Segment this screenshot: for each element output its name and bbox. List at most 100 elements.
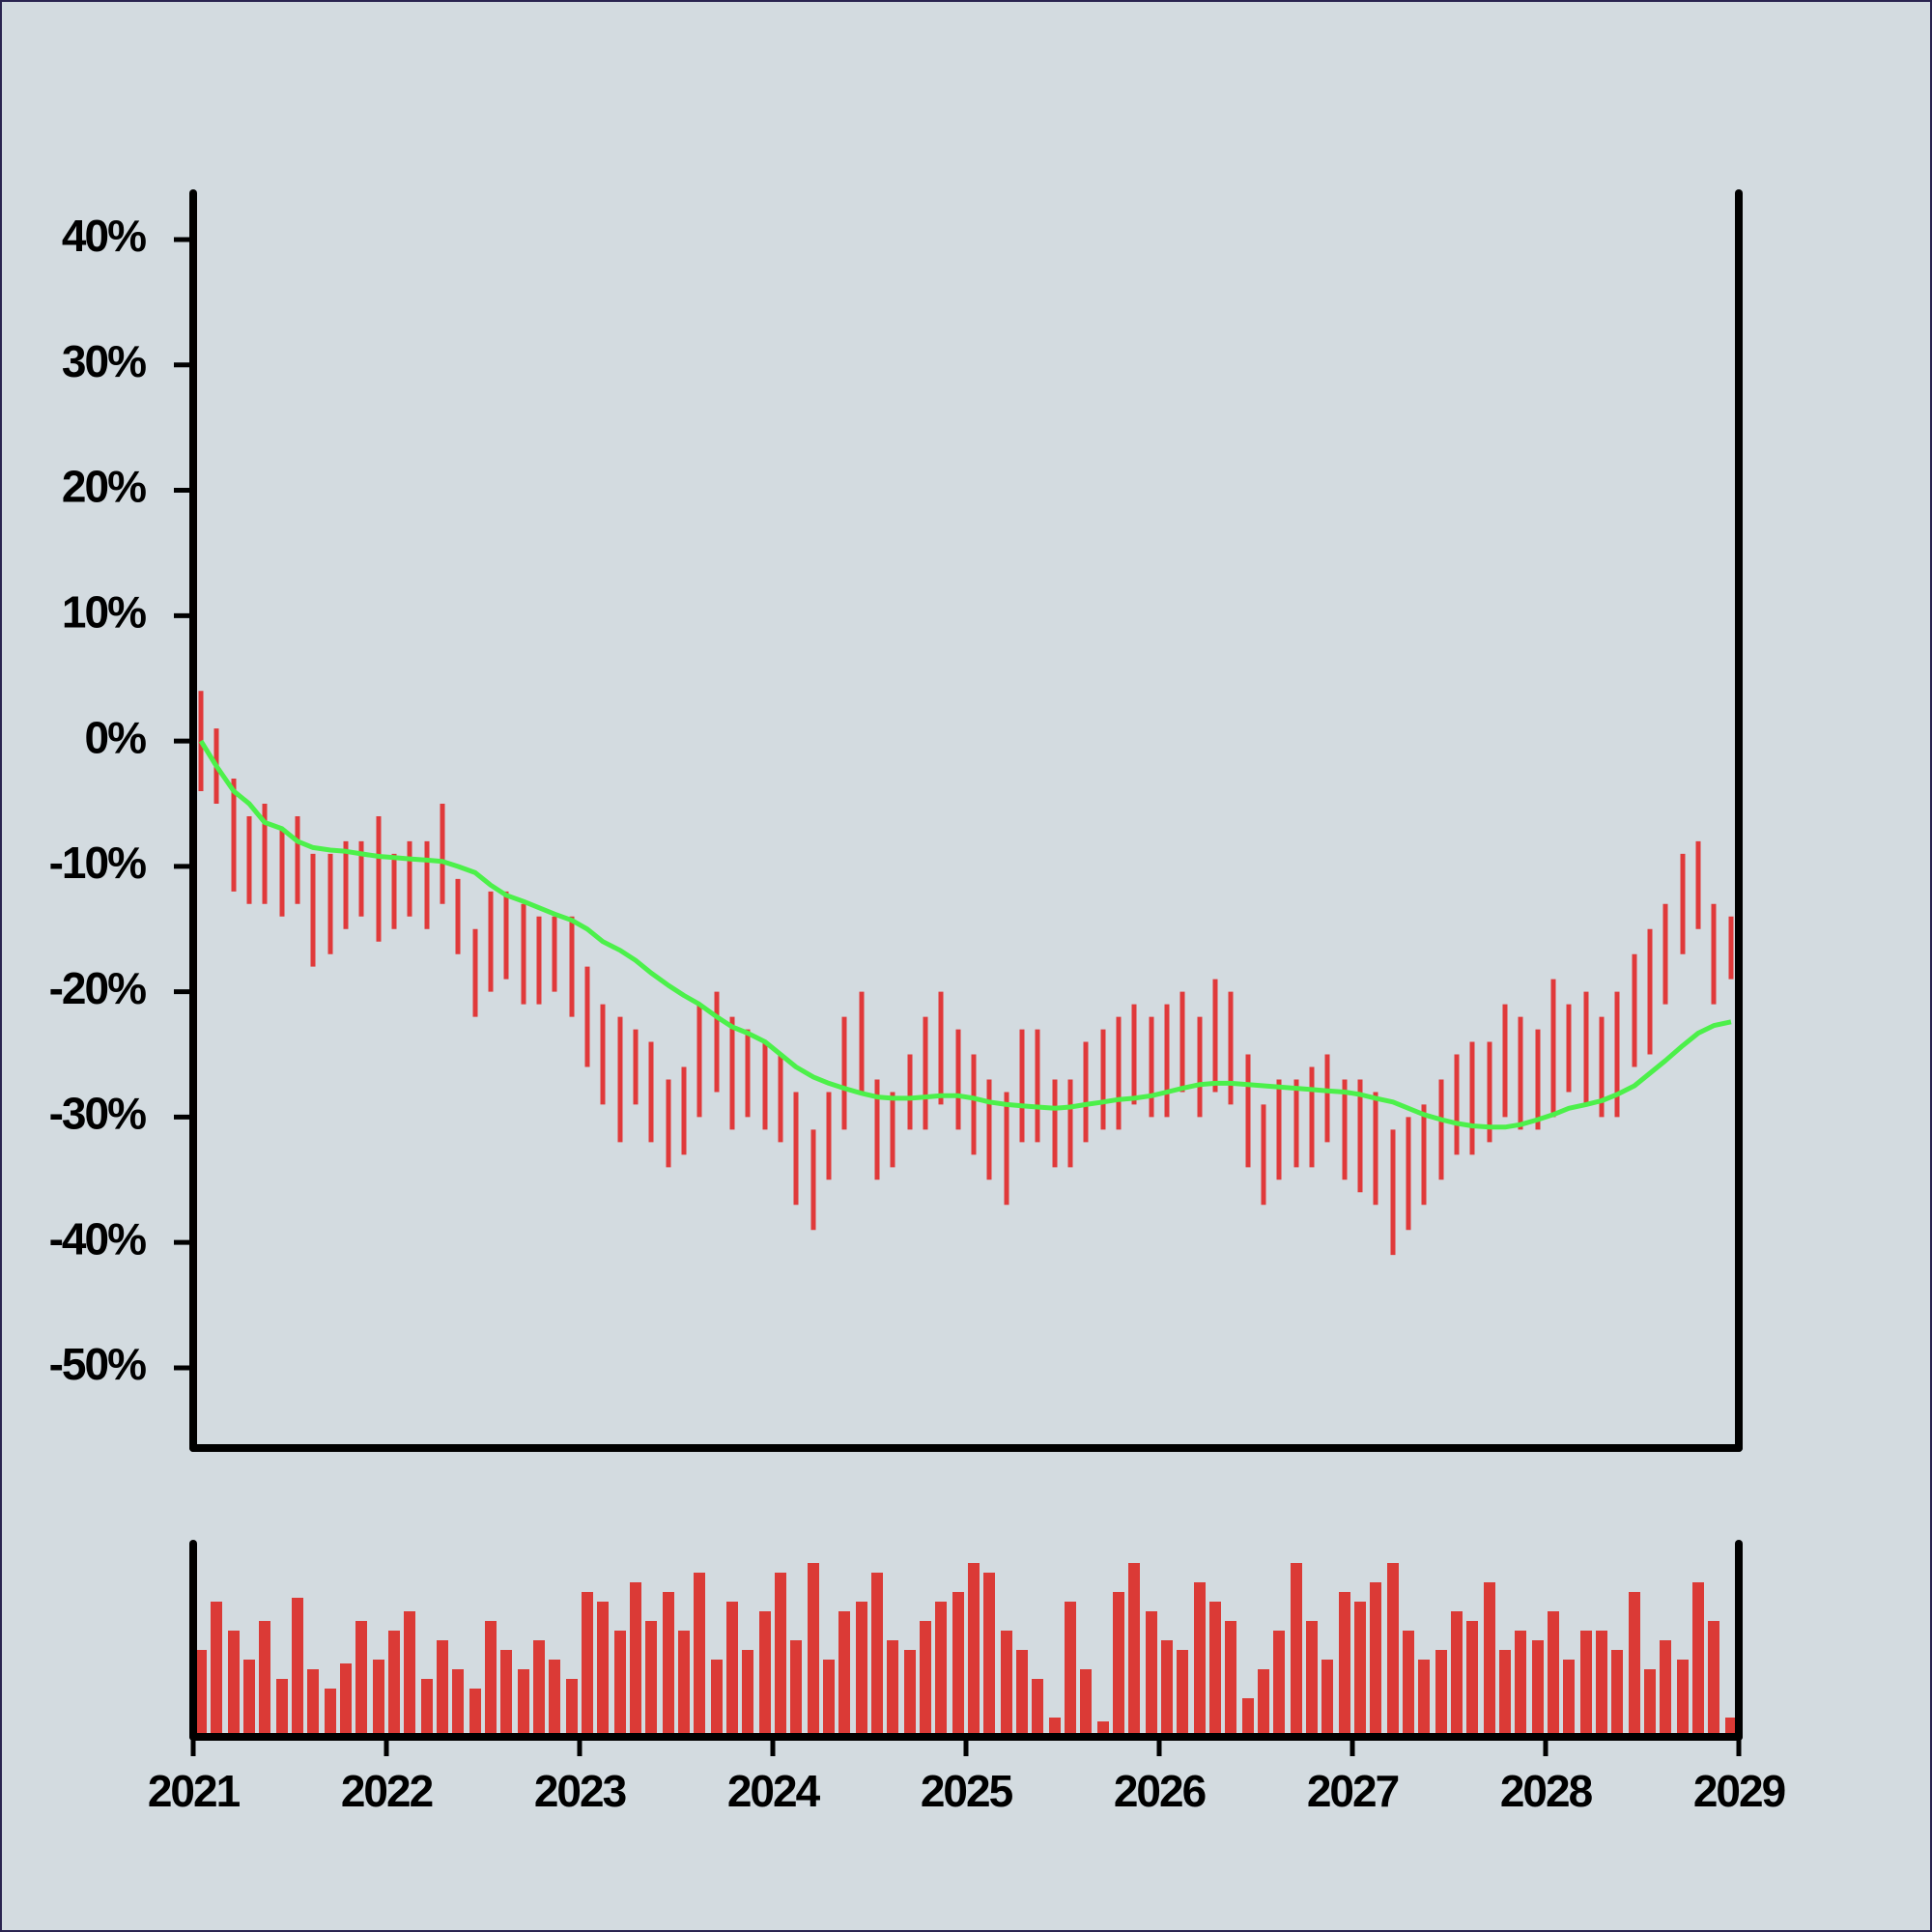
volume-bar — [1515, 1631, 1526, 1737]
volume-bar — [887, 1640, 898, 1737]
volume-bar — [1484, 1582, 1495, 1737]
y-tick-label: 30% — [62, 336, 146, 386]
volume-bar — [1177, 1650, 1188, 1737]
volume-bar — [742, 1650, 753, 1737]
volume-bar — [871, 1573, 883, 1737]
volume-bar — [823, 1660, 835, 1737]
volume-bar — [1049, 1718, 1061, 1737]
x-tick-label: 2022 — [341, 1766, 433, 1816]
y-tick-label: -10% — [49, 838, 146, 888]
y-tick-label: -30% — [49, 1089, 146, 1139]
volume-bar — [1418, 1660, 1430, 1737]
volume-bar — [1370, 1582, 1381, 1737]
x-tick-label: 2024 — [727, 1766, 821, 1816]
volume-bar — [1001, 1631, 1012, 1737]
volume-bar — [630, 1582, 641, 1737]
volume-bar — [935, 1602, 947, 1737]
volume-bar — [968, 1563, 980, 1737]
volume-bar — [452, 1669, 464, 1737]
volume-bar — [1080, 1669, 1092, 1737]
volume-bar — [1387, 1563, 1399, 1737]
volume-bar — [325, 1689, 336, 1737]
volume-bar — [1466, 1621, 1478, 1737]
volume-bar — [645, 1621, 657, 1737]
volume-bar — [1209, 1602, 1221, 1737]
volume-bar — [340, 1663, 352, 1737]
volume-bar — [1532, 1640, 1544, 1737]
volume-bar — [1644, 1669, 1656, 1737]
volume-bar — [759, 1611, 771, 1737]
volume-bar — [1708, 1621, 1719, 1737]
volume-bar — [1161, 1640, 1173, 1737]
frame — [189, 189, 1743, 1741]
volume-bar — [404, 1611, 415, 1737]
y-tick-label: 40% — [62, 211, 146, 261]
volume-bar — [1113, 1592, 1124, 1737]
volume-bar — [421, 1679, 433, 1737]
x-tick-label: 2021 — [148, 1766, 241, 1816]
x-tick-label: 2025 — [921, 1766, 1013, 1816]
volume-bar — [1128, 1563, 1140, 1737]
volume-bar — [533, 1640, 545, 1737]
volume-bar — [1677, 1660, 1689, 1737]
volume-bar — [920, 1621, 931, 1737]
y-tick-label: 10% — [62, 586, 146, 637]
volume-bar — [485, 1621, 497, 1737]
volume-bar — [694, 1573, 705, 1737]
volume-bar — [1563, 1660, 1575, 1737]
volume-bar — [808, 1563, 819, 1737]
volume-bar — [983, 1573, 995, 1737]
volume-bar — [518, 1669, 529, 1737]
volume-bar — [775, 1573, 786, 1737]
volume-bar — [276, 1679, 288, 1737]
volume-bar — [838, 1611, 850, 1737]
volume-bar — [259, 1621, 270, 1737]
volume-bar — [1032, 1679, 1043, 1737]
volume-bar — [597, 1602, 609, 1737]
volume-bar — [292, 1598, 303, 1737]
volume-bar — [904, 1650, 916, 1737]
volume-bar — [1580, 1631, 1592, 1737]
volume-bar — [500, 1650, 512, 1737]
volume-bar — [1403, 1631, 1414, 1737]
volume-bar — [243, 1660, 255, 1737]
x-tick-label: 2028 — [1500, 1766, 1593, 1816]
volume-bar — [307, 1669, 319, 1737]
y-tick-label: 0% — [85, 712, 147, 762]
volume-bar — [678, 1631, 690, 1737]
volume-bar — [726, 1602, 738, 1737]
volume-bar — [1354, 1602, 1366, 1737]
volume-bar — [1242, 1698, 1254, 1737]
volume-bar — [1451, 1611, 1463, 1737]
volume-bar — [1016, 1650, 1028, 1737]
volume-bar — [1321, 1660, 1333, 1737]
volume-bar — [437, 1640, 448, 1737]
volume-bar — [388, 1631, 400, 1737]
y-tick-label: -40% — [49, 1213, 146, 1264]
y-tick-label: 20% — [62, 462, 146, 512]
volume-bar — [1611, 1650, 1623, 1737]
x-tick-label: 2026 — [1114, 1766, 1206, 1816]
volume-bar — [211, 1602, 222, 1737]
volume-bar — [1258, 1669, 1269, 1737]
volume-bar — [711, 1660, 723, 1737]
y-tick-label: -20% — [49, 963, 146, 1013]
x-tick-label: 2023 — [534, 1766, 626, 1816]
volume-bar — [355, 1621, 367, 1737]
volume-bar — [1596, 1631, 1607, 1737]
volume-bar — [1194, 1582, 1206, 1737]
volume-bar — [1146, 1611, 1157, 1737]
volume-bar — [1629, 1592, 1640, 1737]
y-tick-label: -50% — [49, 1339, 146, 1389]
volume-bar — [663, 1592, 674, 1737]
volume-bar — [1692, 1582, 1704, 1737]
volume-bar — [1725, 1718, 1737, 1737]
x-tick-label: 2029 — [1693, 1766, 1785, 1816]
volume-bar — [1435, 1650, 1447, 1737]
volume-bar — [566, 1679, 578, 1737]
volume-bar — [1273, 1631, 1285, 1737]
volume-bar — [373, 1660, 384, 1737]
